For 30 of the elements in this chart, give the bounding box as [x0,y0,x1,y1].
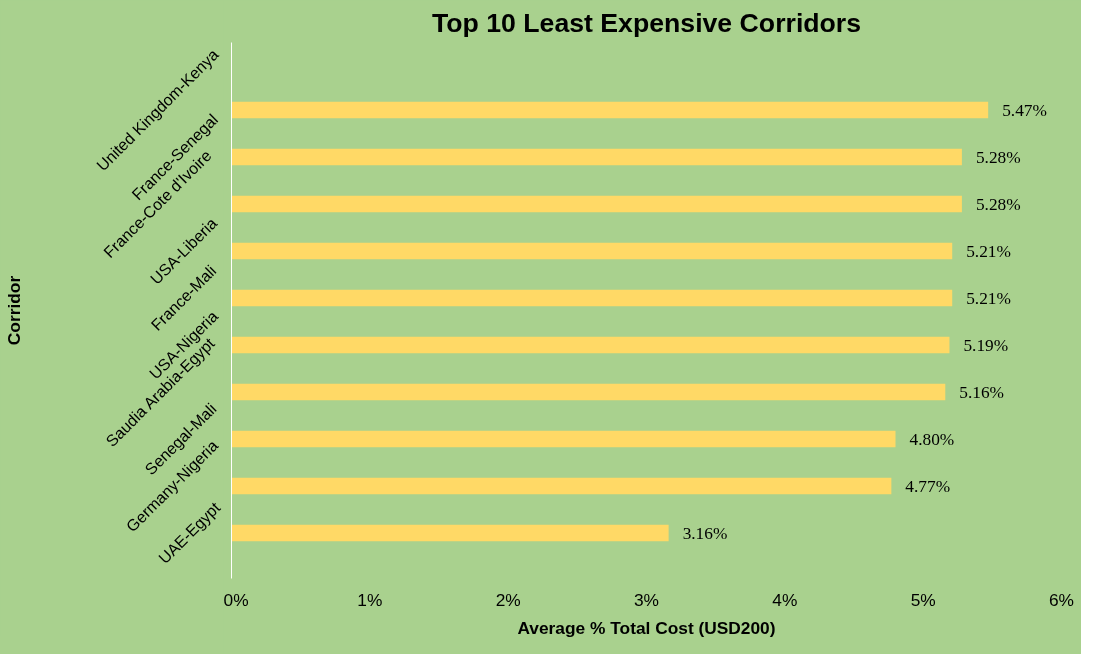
data-label: 4.80% [909,429,955,449]
data-label: 5.21% [966,288,1011,308]
bar [231,101,989,119]
data-label: 5.28% [975,147,1021,167]
y-axis-title: Corridor [3,275,24,346]
bar [231,148,962,166]
bar [231,242,953,260]
data-label: 5.19% [963,335,1009,355]
x-tick-label: 5% [910,589,936,610]
bar [231,524,669,542]
data-label: 4.77% [905,476,951,496]
data-label: 5.47% [1002,100,1047,120]
data-label: 5.21% [966,241,1011,261]
data-label: 5.28% [975,194,1021,214]
chart-title: Top 10 Least Expensive Corridors [431,7,862,38]
bar [231,430,896,448]
bar [231,336,950,354]
bar [231,289,953,307]
bar [231,383,946,401]
x-tick-label: 1% [357,589,383,610]
bar [231,195,962,213]
x-tick-label: 4% [772,589,798,610]
x-tick-label: 2% [495,589,521,610]
data-label: 3.16% [682,523,728,543]
x-tick-label: 3% [633,589,660,610]
data-label: 5.16% [959,382,1005,402]
x-tick-label: 6% [1048,589,1075,610]
bar [231,477,892,495]
x-tick-label: 0% [223,589,249,610]
x-axis-title: Average % Total Cost (USD200) [517,617,776,638]
